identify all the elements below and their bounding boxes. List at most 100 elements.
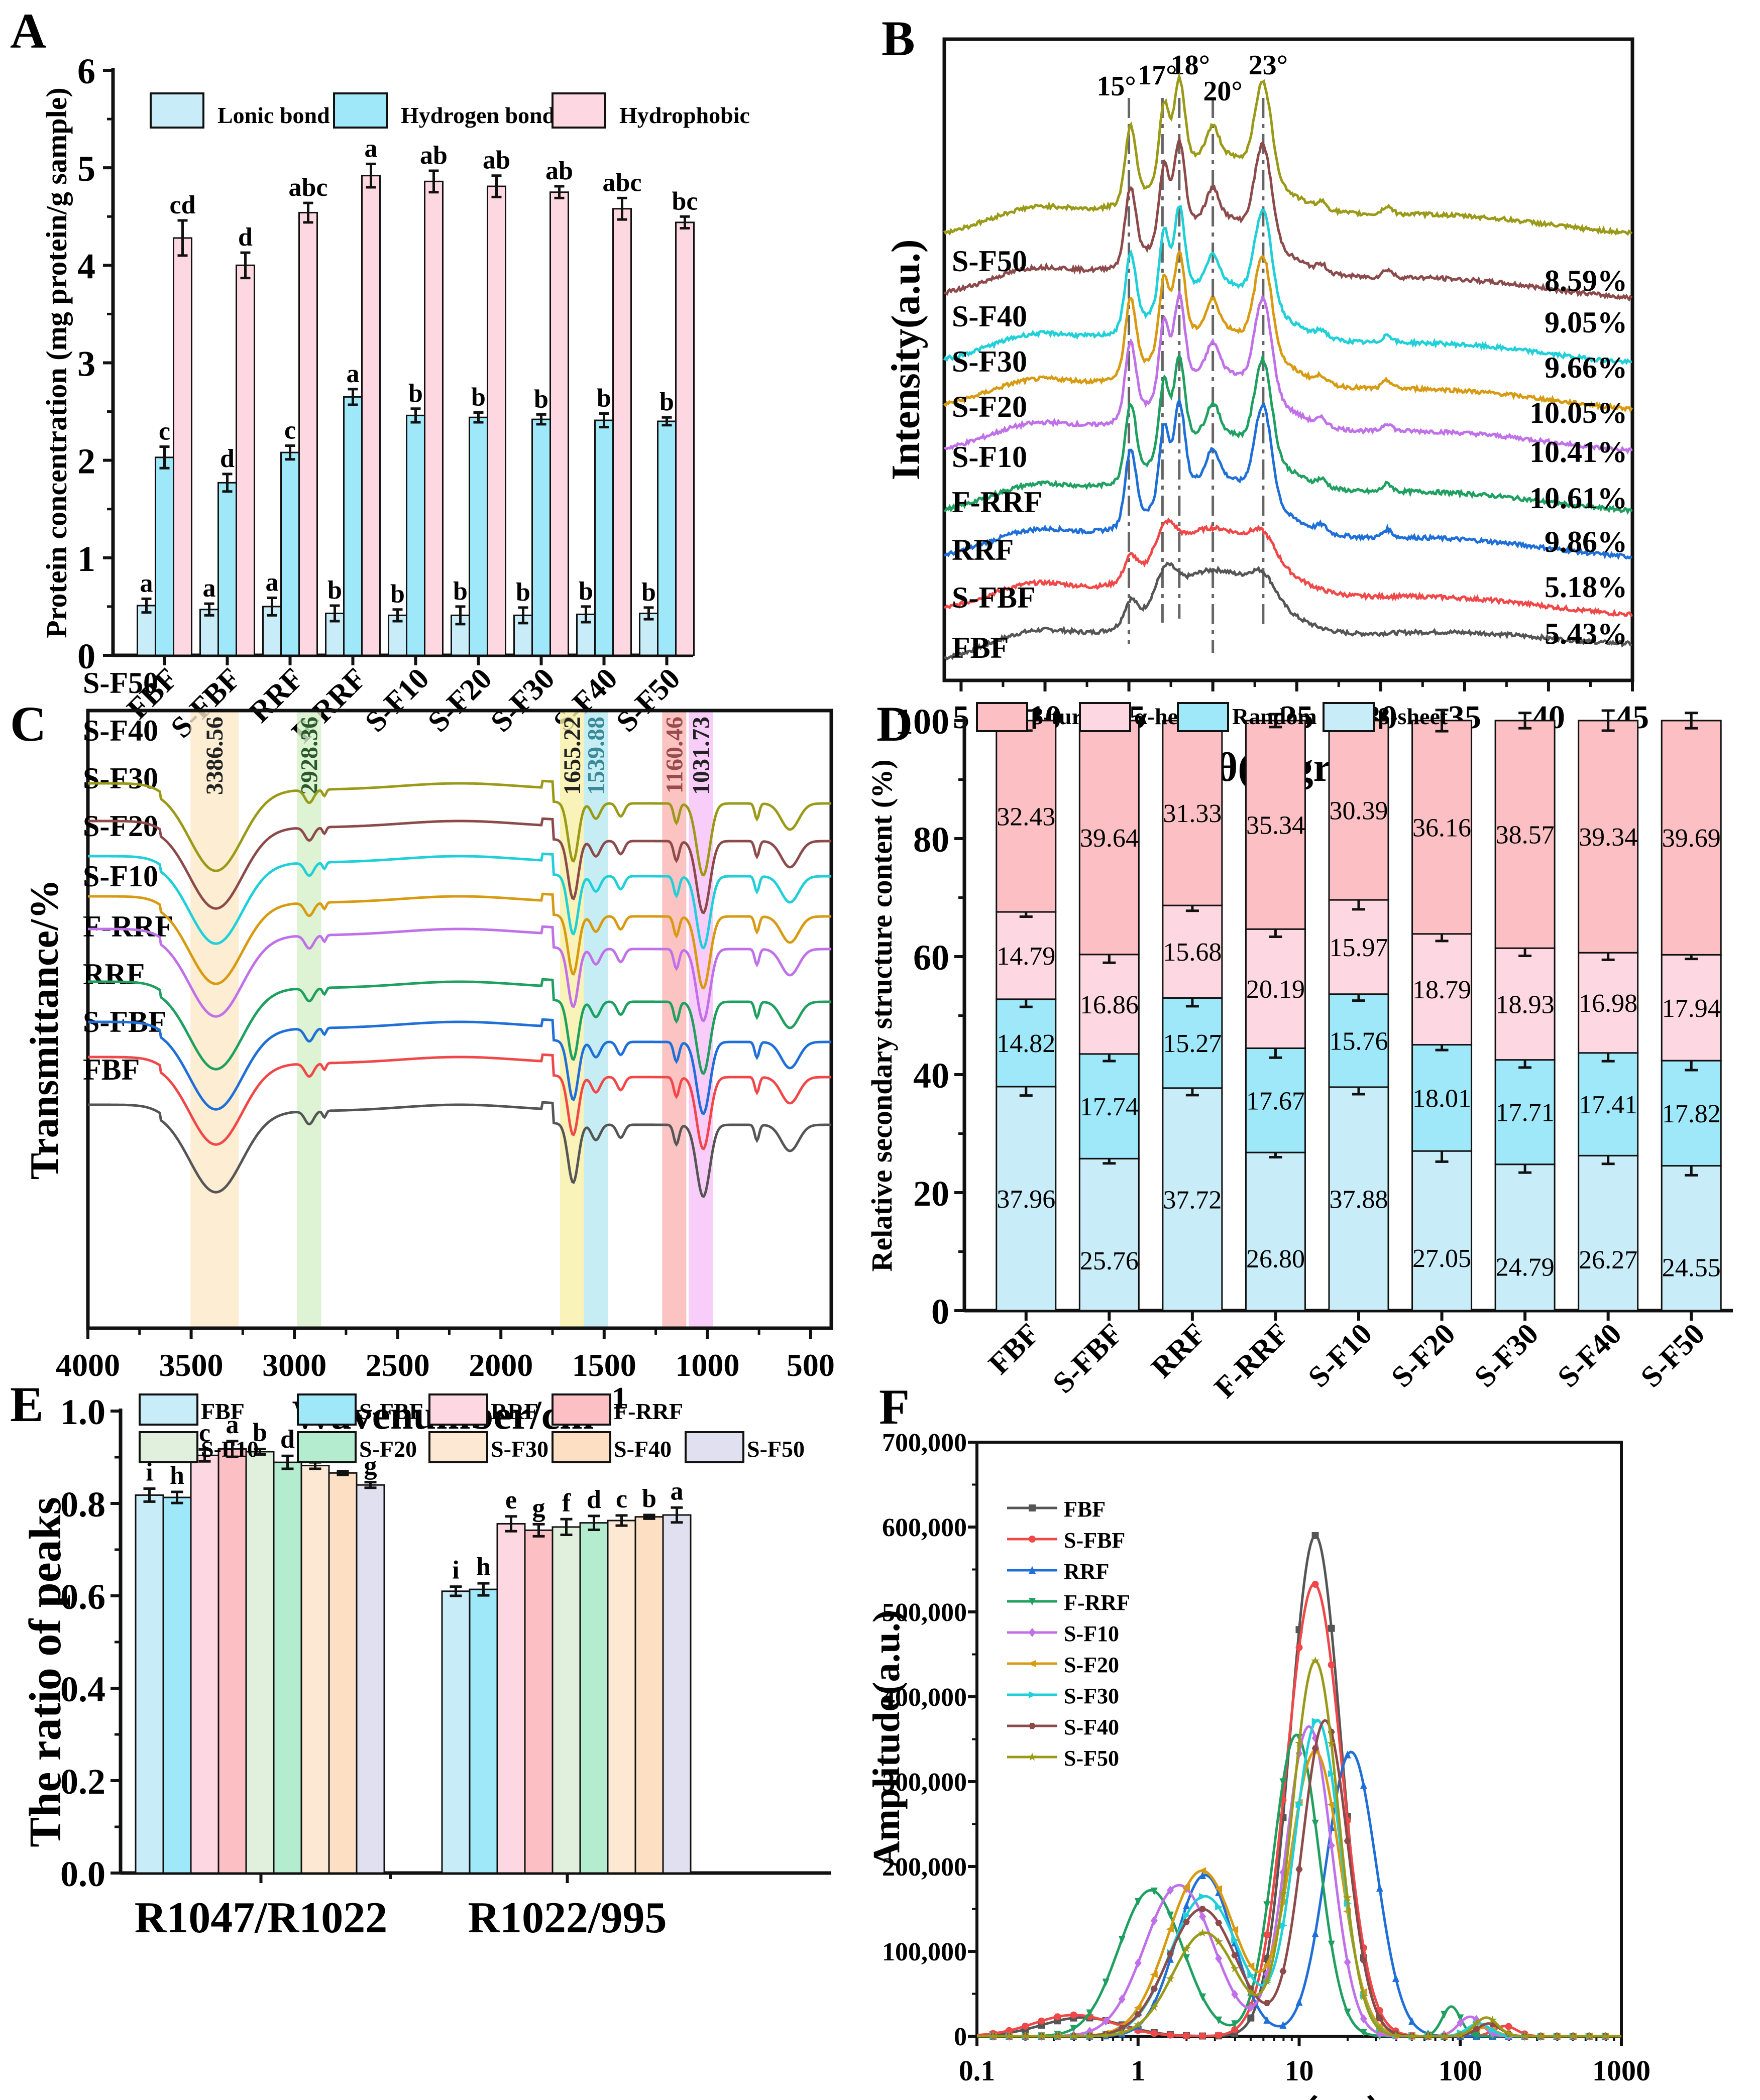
legend-swatch-s-f10 [139,1431,198,1463]
data-point [1150,1971,1158,1978]
value-label: 18.93 [1496,990,1555,1019]
legend-label-f-rrf: F-RRF [1064,1590,1130,1615]
crystallinity-label-s-f50: 8.59% [1545,264,1627,297]
bar-hydrophobic-s-f30 [549,191,569,656]
sig-letter: a [347,360,360,388]
data-point [1295,1801,1303,1809]
bar-sheet-s-f30 [1494,1163,1556,1312]
sig-letter: b [579,577,593,606]
data-point [1294,1738,1304,1747]
ftir-curve-s-f10 [88,925,831,1022]
bar-helix-rrf [1162,904,1223,999]
value-label: 31.33 [1163,799,1222,828]
x-tick-label: S-F20 [421,662,498,739]
value-label: 37.96 [997,1185,1055,1214]
value-label: 39.64 [1080,824,1139,853]
data-point [1262,1976,1271,1985]
value-label: 15.68 [1163,938,1222,967]
data-point [1569,2031,1578,2040]
sig-letter: d [238,223,253,252]
ftir-curve-f-rrf [88,978,831,1075]
legend-marker-s-f40 [1029,1722,1036,1729]
data-point [1102,2016,1110,2026]
data-point [1037,2031,1046,2040]
y-axis-title: Relative secondary structure content (%) [865,759,898,1271]
data-point [1215,1954,1223,1963]
series-s-f50 [977,1656,1621,2040]
y-tick-label: 600,000 [882,1513,967,1542]
legend-marker-s-f20 [1028,1660,1036,1667]
t2-curve-f-rrf [977,1733,1621,2038]
data-point [1328,1940,1335,1948]
xrd-curve-s-f30 [943,205,1632,365]
data-point [1359,1992,1368,2001]
data-point [1263,1901,1271,1909]
y-tick-label: 700,000 [882,1429,967,1457]
data-point [1199,2032,1206,2040]
data-point [1199,1912,1206,1921]
data-point [1311,1745,1319,1752]
crystallinity-label-s-f10: 10.41% [1529,435,1627,469]
data-point [1327,1801,1335,1808]
data-point [1085,2031,1094,2040]
y-tick-label: 100,000 [882,1938,967,1966]
ftir-curve-rrf [88,1018,831,1115]
bar-turn-s-f20 [1411,720,1473,935]
crystallinity-label-rrf: 9.86% [1545,525,1627,558]
sig-letter: c [284,416,296,445]
value-label: 14.82 [997,1029,1055,1058]
sig-letter: b [453,577,468,606]
data-point [1069,2031,1078,2040]
x-axis-title: Time（ms） [1193,2094,1405,2100]
bar-s-f10-r1047-r1022 [245,1451,275,1874]
legend-label-sheet: β-sheet [1378,704,1448,729]
x-tick-label: S-F10 [1301,1317,1378,1394]
legend-label-s-f10: S-F10 [201,1436,259,1462]
legend-marker-rrf [1029,1566,1036,1574]
value-label: 27.05 [1412,1244,1471,1273]
y-tick-label: 200,000 [882,1853,967,1882]
legend-label-s-f30: S-F30 [491,1436,548,1462]
y-tick-label: 3 [77,344,95,384]
panel-f-chart: 0.1 1 10 100 1000 0 100,000 200,000 300,000 400,0… [865,1429,1651,2100]
sig-letter: b [597,384,611,412]
sig-letter: a [671,1477,684,1505]
sig-letter: b [534,385,548,413]
data-point [1199,1893,1207,1900]
sig-letter: b [641,578,656,607]
data-point [1006,2027,1013,2034]
sig-letter: c [159,417,170,445]
bar-hydrophobic-f-rrf [361,175,381,656]
x-tick-label: S-FBF [1046,1317,1129,1400]
panel-label-e: E [10,1376,44,1432]
x-tick-label: 4000 [56,1347,120,1383]
legend-label-s-f30: S-F30 [1064,1684,1119,1708]
value-label: 35.34 [1246,811,1305,840]
legend-marker-s-f10 [1029,1627,1036,1638]
series-rrf [977,1751,1621,2040]
data-point [1279,1968,1287,1974]
sig-letter: b [327,576,342,605]
data-point [1279,2021,1287,2029]
sig-letter: abc [289,173,328,202]
peak-label: 18° [1171,50,1210,81]
bar-hydrophobic-s-fbf [236,264,255,656]
sig-letter: a [140,569,153,598]
bar-s-fbf-r1022-995 [469,1588,498,1874]
legend-swatch-helix [1079,702,1131,732]
data-point [1199,1871,1206,1879]
legend-label-s-f10: S-F10 [1064,1621,1119,1646]
value-label: 15.27 [1163,1029,1222,1058]
data-point [1198,1928,1207,1937]
legend-swatch-s-fbf [297,1393,357,1426]
bar-hydrophobic-s-f20 [487,185,506,656]
curve-label-s-f40: S-F40 [952,300,1027,333]
bar-hydrogen-bond-rrf [280,451,300,656]
data-point [1231,1990,1239,1999]
data-point [1407,2031,1416,2040]
data-point [1520,2031,1529,2040]
value-label: 36.16 [1412,813,1471,842]
bar-helix-s-f20 [1411,933,1473,1046]
bar-s-f50-r1047-r1022 [356,1484,385,1874]
